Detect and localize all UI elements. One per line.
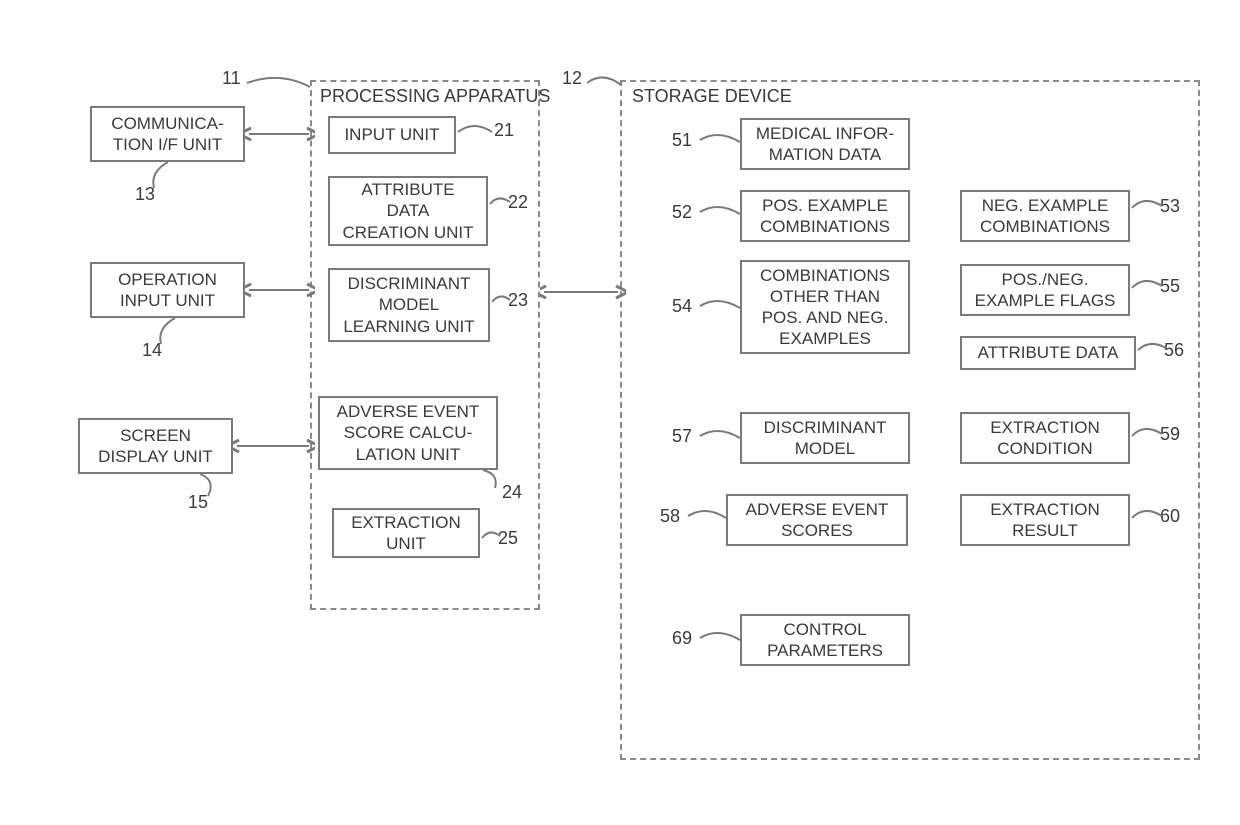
attribute-data: ATTRIBUTE DATA [960,336,1136,370]
ref-52: 52 [672,202,692,223]
discriminant-model: DISCRIMINANT MODEL [740,412,910,464]
extraction-condition: EXTRACTION CONDITION [960,412,1130,464]
arrow-opinput-to-proc [245,280,315,300]
ref-58: 58 [660,506,680,527]
diagram-canvas: PROCESSING APPARATUS 11 STORAGE DEVICE 1… [0,0,1240,825]
control-parameters: CONTROL PARAMETERS [740,614,910,666]
processing-title: PROCESSING APPARATUS [320,86,550,107]
screen-display-unit: SCREEN DISPLAY UNIT [78,418,233,474]
neg-example-combinations: NEG. EXAMPLE COMBINATIONS [960,190,1130,242]
pos-example-combinations: POS. EXAMPLE COMBINATIONS [740,190,910,242]
ref-55: 55 [1160,276,1180,297]
storage-ref: 12 [562,68,582,89]
operation-input-unit: OPERATION INPUT UNIT [90,262,245,318]
ref-24: 24 [502,482,522,503]
ref-57: 57 [672,426,692,447]
leader-11 [245,73,315,93]
ref-15: 15 [188,492,208,513]
ref-13: 13 [135,184,155,205]
ref-23: 23 [508,290,528,311]
extraction-result: EXTRACTION RESULT [960,494,1130,546]
communication-if-unit: COMMUNICA- TION I/F UNIT [90,106,245,162]
attribute-data-creation-unit: ATTRIBUTE DATA CREATION UNIT [328,176,488,246]
input-unit: INPUT UNIT [328,116,456,154]
ref-51: 51 [672,130,692,151]
ref-14: 14 [142,340,162,361]
combinations-other: COMBINATIONS OTHER THAN POS. AND NEG. EX… [740,260,910,354]
ref-53: 53 [1160,196,1180,217]
adverse-event-score-calc-unit: ADVERSE EVENT SCORE CALCU- LATION UNIT [318,396,498,470]
ref-69: 69 [672,628,692,649]
ref-56: 56 [1164,340,1184,361]
ref-25: 25 [498,528,518,549]
ref-59: 59 [1160,424,1180,445]
arrow-proc-to-storage [540,282,626,302]
adverse-event-scores: ADVERSE EVENT SCORES [726,494,908,546]
ref-22: 22 [508,192,528,213]
extraction-unit: EXTRACTION UNIT [332,508,480,558]
ref-60: 60 [1160,506,1180,527]
arrow-comm-to-proc [245,124,315,144]
ref-54: 54 [672,296,692,317]
processing-ref: 11 [222,68,241,89]
storage-title: STORAGE DEVICE [632,86,792,107]
arrow-screen-to-proc [233,436,315,456]
leader-12 [585,73,625,91]
discriminant-model-learning-unit: DISCRIMINANT MODEL LEARNING UNIT [328,268,490,342]
pos-neg-example-flags: POS./NEG. EXAMPLE FLAGS [960,264,1130,316]
ref-21: 21 [494,120,514,141]
medical-information-data: MEDICAL INFOR- MATION DATA [740,118,910,170]
